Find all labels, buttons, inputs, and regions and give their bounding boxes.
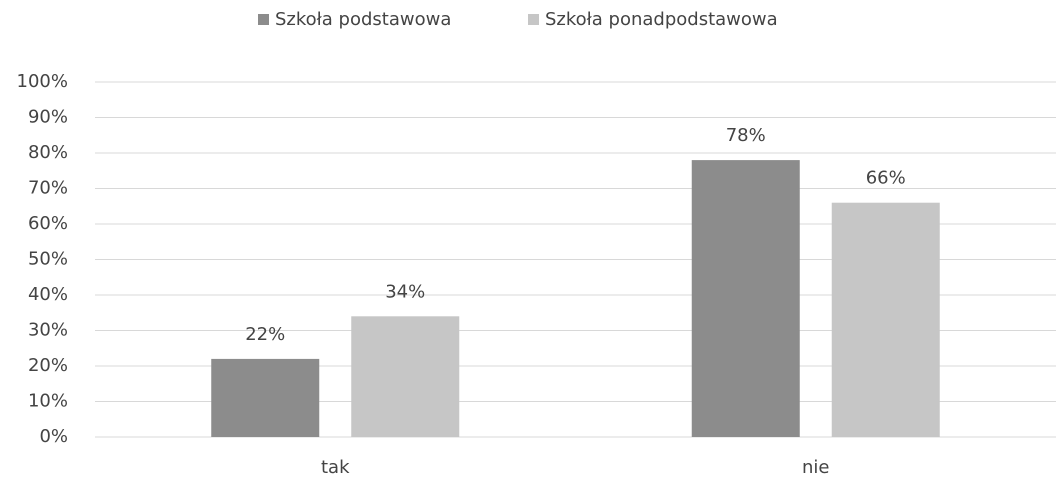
y-tick-label: 100% [17,71,68,92]
value-label: 78% [726,125,766,146]
bar [831,202,940,437]
y-tick-label: 20% [28,355,68,376]
y-tick-label: 30% [28,320,68,341]
y-tick-label: 40% [28,284,68,305]
legend-label: Szkoła ponadpodstawowa [545,9,778,30]
legend-label: Szkoła podstawowa [275,9,451,30]
y-tick-label: 50% [28,249,68,270]
x-tick-label: nie [802,457,829,478]
legend-swatch [258,14,269,25]
y-tick-label: 80% [28,142,68,163]
y-tick-label: 60% [28,213,68,234]
value-label: 22% [245,324,285,345]
x-tick-label: tak [321,457,350,478]
legend-swatch [528,14,539,25]
bar [351,316,460,437]
y-tick-label: 70% [28,178,68,199]
y-tick-label: 10% [28,391,68,412]
value-label: 34% [385,281,425,302]
y-tick-label: 90% [28,107,68,128]
bar [211,358,320,437]
y-tick-label: 0% [39,426,68,447]
bar [691,160,800,437]
value-label: 66% [866,168,906,189]
